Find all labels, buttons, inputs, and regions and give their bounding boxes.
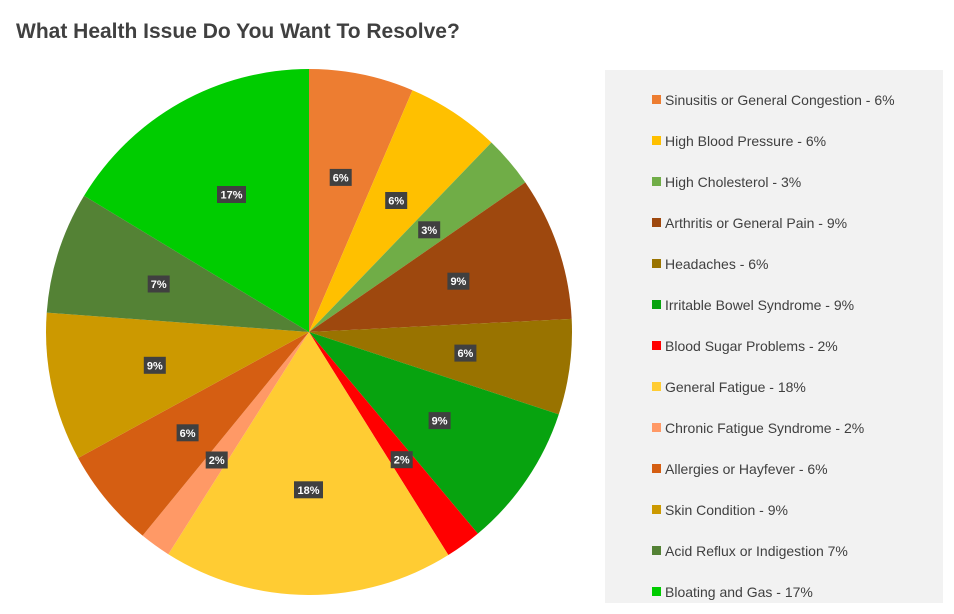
data-label-box [454,344,477,362]
legend-item: High Cholesterol - 3% [605,161,943,202]
legend-label: Irritable Bowel Syndrome - 9% [665,296,855,313]
legend-label: Bloating and Gas - 17% [665,583,813,600]
legend-swatch [652,341,661,350]
chart-title: What Health Issue Do You Want To Resolve… [16,20,460,43]
data-label-box [143,356,166,374]
data-label-10: 9% [143,356,166,374]
legend-swatch [652,382,661,391]
legend-label: High Blood Pressure - 6% [665,132,827,149]
data-label-box [329,168,352,186]
legend-item: Acid Reflux or Indigestion 7% [605,530,943,571]
data-label-box [418,221,441,239]
data-label-box [205,451,228,469]
pie-slice-6 [309,332,478,556]
data-label-7: 18% [294,481,323,499]
pie-slice-8 [142,332,309,555]
data-label-text: 2% [209,455,225,467]
data-label-1: 6% [385,192,408,209]
data-label-text: 9% [432,416,448,428]
data-label-box [447,272,470,290]
legend-swatch [652,95,661,104]
data-label-text: 17% [220,190,242,202]
data-label-box [176,424,199,442]
pie-slice-0 [309,69,413,332]
data-label-text: 6% [333,172,349,184]
legend-label: Acid Reflux or Indigestion 7% [665,542,848,559]
legend-swatch [652,300,661,309]
legend-item: High Blood Pressure - 6% [605,120,943,161]
data-label-4: 6% [454,344,477,362]
legend-swatch [652,505,661,514]
legend-item: Allergies or Hayfever - 6% [605,448,943,489]
data-label-text: 6% [457,348,473,360]
legend-swatch [652,177,661,186]
data-label-text: 9% [450,276,466,288]
data-label-3: 9% [447,272,470,290]
chart-legend: Sinusitis or General Congestion - 6% High… [605,70,943,603]
legend-swatch [652,546,661,555]
data-label-text: 18% [297,485,319,497]
data-label-2: 3% [418,221,441,239]
legend-item: Headaches - 6% [605,243,943,284]
legend-item: Blood Sugar Problems - 2% [605,325,943,366]
data-label-text: 6% [180,428,196,440]
data-label-text: 9% [147,360,163,372]
legend-label: Sinusitis or General Congestion - 6% [665,91,895,108]
legend-swatch [652,136,661,145]
legend-item: Skin Condition - 9% [605,489,943,530]
data-label-0: 6% [329,168,352,186]
data-label-12: 17% [217,186,246,203]
legend-swatch [652,423,661,432]
pie-slice-10 [46,312,310,458]
data-label-11: 7% [147,275,170,293]
data-label-6: 2% [390,451,413,469]
legend-label: Chronic Fatigue Syndrome - 2% [665,419,865,436]
data-label-box [294,481,323,499]
legend-item: Arthritis or General Pain - 9% [605,202,943,243]
data-label-box [217,186,246,203]
legend-item: Chronic Fatigue Syndrome - 2% [605,407,943,448]
legend-swatch [652,464,661,473]
pie-slice-12 [84,69,309,332]
pie-slice-3 [309,182,572,332]
legend-swatch [652,218,661,227]
data-label-text: 2% [394,455,410,467]
data-label-8: 2% [205,451,228,469]
legend-swatch [652,587,661,596]
pie-slice-11 [46,195,309,332]
data-label-box [147,275,170,293]
legend-label: Arthritis or General Pain - 9% [665,214,848,231]
data-label-9: 6% [176,424,199,442]
pie-chart: 6% 6% 3% 9% 6% 9% 2% 18% 2% 6% 9% 7% 17% [46,69,572,595]
legend-label: Skin Condition - 9% [665,501,788,518]
data-label-box [428,412,451,430]
data-label-box [390,451,413,469]
data-label-box [385,192,408,209]
legend-item: General Fatigue - 18% [605,366,943,407]
legend-label: General Fatigue - 18% [665,378,806,395]
pie-slice-5 [309,332,559,534]
data-label-text: 7% [151,279,167,291]
pie-data-labels: 6% 6% 3% 9% 6% 9% 2% 18% 2% 6% 9% 7% 17% [143,168,477,499]
legend-label: Blood Sugar Problems - 2% [665,337,838,354]
legend-item: Bloating and Gas - 17% [605,571,943,612]
legend-item: Sinusitis or General Congestion - 6% [605,79,943,120]
pie-slice-4 [309,318,572,415]
pie-slice-2 [309,142,526,332]
legend-item: Irritable Bowel Syndrome - 9% [605,284,943,325]
pie-slice-7 [168,332,449,595]
data-label-5: 9% [428,412,451,430]
legend-label: Allergies or Hayfever - 6% [665,460,828,477]
pie-slice-1 [309,90,492,333]
data-label-text: 6% [388,196,404,208]
pie-slices [46,69,572,595]
legend-label: Headaches - 6% [665,255,769,272]
legend-label: High Cholesterol - 3% [665,173,802,190]
legend-swatch [652,259,661,268]
data-label-text: 3% [421,225,437,237]
